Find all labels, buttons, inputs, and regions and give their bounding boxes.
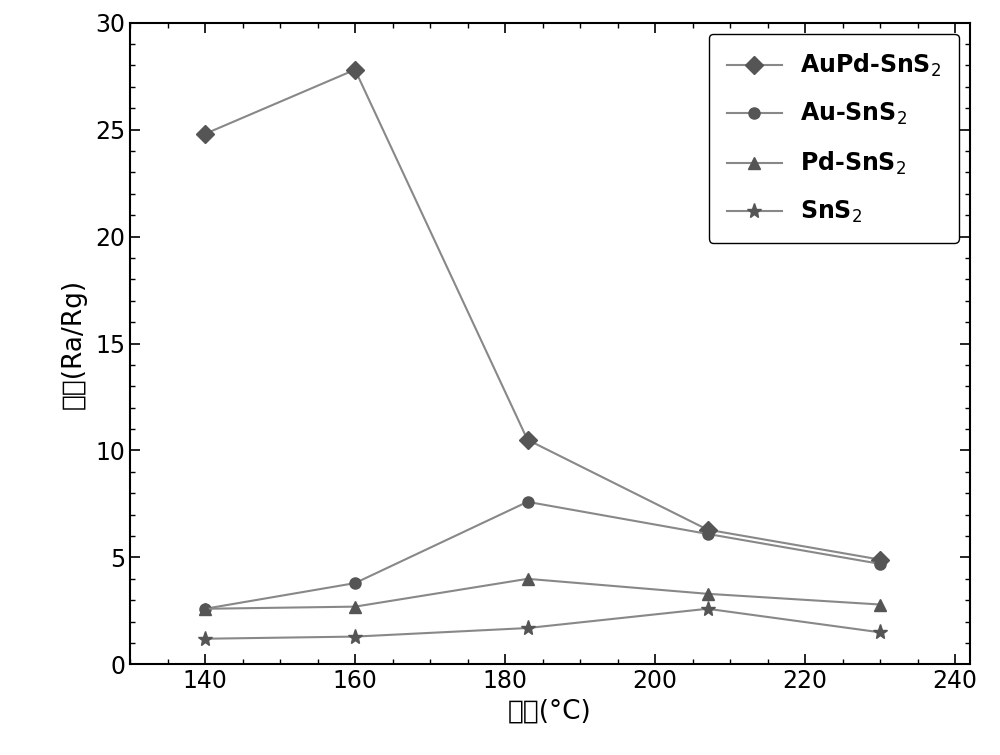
Legend: AuPd-SnS$_2$, Au-SnS$_2$, Pd-SnS$_2$, SnS$_2$: AuPd-SnS$_2$, Au-SnS$_2$, Pd-SnS$_2$, Sn… — [709, 34, 959, 243]
X-axis label: 温度(°C): 温度(°C) — [508, 699, 592, 725]
Y-axis label: 响应(Ra/Rg): 响应(Ra/Rg) — [61, 279, 87, 408]
